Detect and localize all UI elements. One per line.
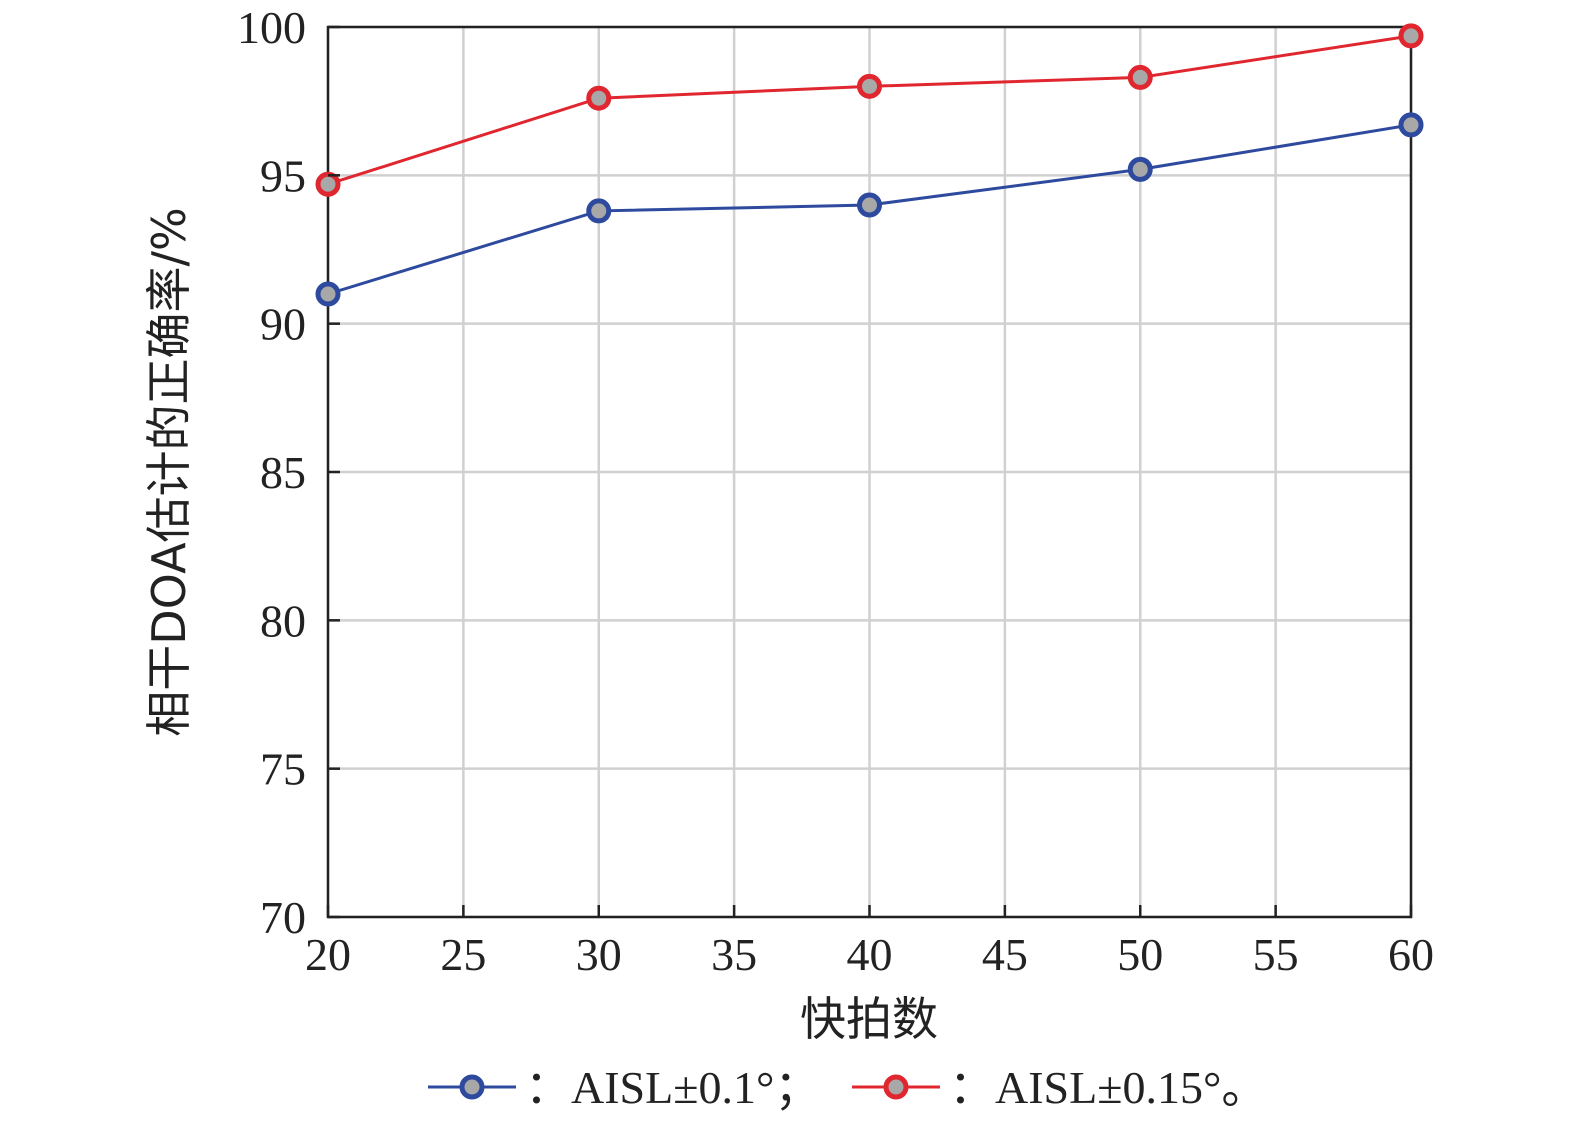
y-tick-label: 100 <box>237 2 306 53</box>
x-tick-label: 55 <box>1253 929 1299 980</box>
data-point <box>586 198 612 224</box>
series-2 <box>315 23 1424 197</box>
legend-label: ：AISL±0.15°。 <box>949 1062 1267 1113</box>
legend-item-1: ：AISL±0.1°； <box>428 1062 820 1113</box>
y-tick-label: 80 <box>260 595 306 646</box>
legend-item-2: ：AISL±0.15°。 <box>852 1062 1267 1113</box>
data-point <box>1127 64 1153 90</box>
data-point <box>586 85 612 111</box>
x-tick-label: 35 <box>711 929 757 980</box>
x-axis-title: 快拍数 <box>800 992 938 1046</box>
y-tick-label: 90 <box>260 299 306 350</box>
tick-labels: 20 25 30 35 40 45 50 55 60 70 75 80 85 90 95 100 <box>237 2 1434 980</box>
x-tick-label: 30 <box>576 929 622 980</box>
data-point <box>1398 23 1424 49</box>
data-point <box>315 171 341 197</box>
x-tick-label: 25 <box>440 929 486 980</box>
y-tick-label: 75 <box>260 744 306 795</box>
y-tick-label: 95 <box>260 150 306 201</box>
x-tick-label: 60 <box>1388 929 1434 980</box>
y-axis-title: 相干DOA估计的正确率/% <box>142 207 196 737</box>
legend: ：AISL±0.1°； ：AISL±0.15°。 <box>428 1062 1267 1113</box>
x-tick-label: 20 <box>305 929 351 980</box>
series-layer <box>315 23 1424 307</box>
series-1 <box>315 112 1424 307</box>
y-tick-label: 70 <box>260 892 306 943</box>
y-tick-label: 85 <box>260 447 306 498</box>
data-point <box>1398 112 1424 138</box>
x-tick-label: 45 <box>982 929 1028 980</box>
data-point <box>315 281 341 307</box>
legend-marker <box>459 1074 485 1100</box>
data-point <box>857 192 882 218</box>
grid-lines <box>326 25 1413 919</box>
data-point <box>1127 156 1153 182</box>
legend-marker <box>883 1074 909 1100</box>
x-tick-label: 50 <box>1117 929 1163 980</box>
data-point <box>857 73 882 99</box>
x-tick-label: 40 <box>847 929 893 980</box>
legend-label: ：AISL±0.1°； <box>525 1062 820 1113</box>
